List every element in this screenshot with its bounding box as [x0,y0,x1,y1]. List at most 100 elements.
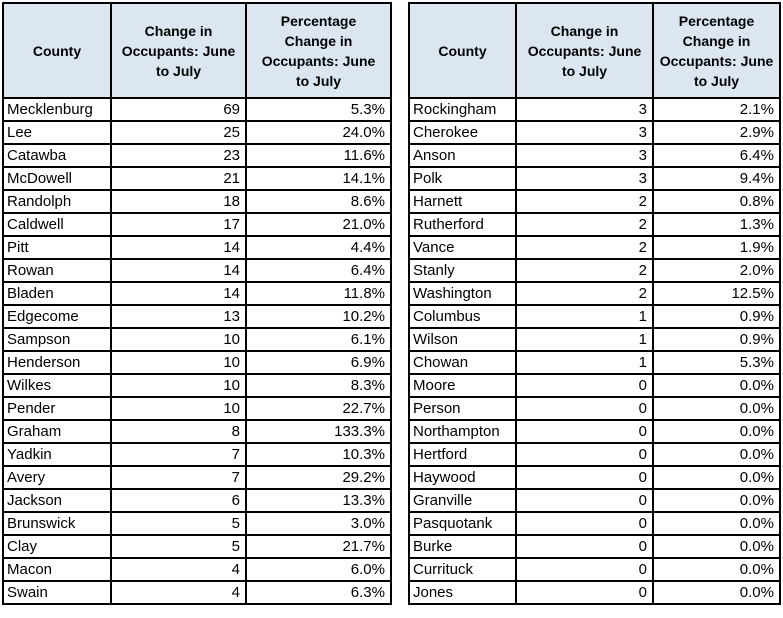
table-row: Pender 10 22.7% [2,396,392,421]
table-row: Jackson 6 13.3% [2,488,392,513]
pct-change-cell: 6.0% [245,557,392,582]
pct-change-cell: 8.6% [245,189,392,214]
table-row: Harnett 2 0.8% [408,189,781,214]
pct-change-cell: 11.8% [245,281,392,306]
county-cell: Burke [408,534,517,559]
table-row: Polk 3 9.4% [408,166,781,191]
pct-change-cell: 8.3% [245,373,392,398]
table-row: Burke 0 0.0% [408,534,781,559]
county-cell: Yadkin [2,442,112,467]
county-cell: Henderson [2,350,112,375]
county-cell: Avery [2,465,112,490]
county-cell: Rutherford [408,212,517,237]
pct-change-cell: 0.8% [652,189,781,214]
pct-change-cell: 10.2% [245,304,392,329]
pct-change-cell: 5.3% [652,350,781,375]
change-cell: 2 [515,235,654,260]
county-cell: Anson [408,143,517,168]
change-cell: 13 [110,304,247,329]
county-cell: Bladen [2,281,112,306]
change-cell: 7 [110,465,247,490]
county-cell: Sampson [2,327,112,352]
pct-change-cell: 0.9% [652,327,781,352]
change-cell: 25 [110,120,247,145]
column-header-pct-change: Percentage Change in Occupants: June to … [652,2,781,99]
column-header-change: Change in Occupants: June to July [515,2,654,99]
pct-change-cell: 2.9% [652,120,781,145]
change-cell: 18 [110,189,247,214]
county-cell: Macon [2,557,112,582]
pct-change-cell: 12.5% [652,281,781,306]
change-cell: 0 [515,557,654,582]
pct-change-cell: 1.3% [652,212,781,237]
county-cell: Polk [408,166,517,191]
change-cell: 5 [110,511,247,536]
change-cell: 23 [110,143,247,168]
table-row: Wilson 1 0.9% [408,327,781,352]
change-cell: 2 [515,212,654,237]
header-row: County Change in Occupants: June to July… [2,2,392,99]
table-row: Swain 4 6.3% [2,580,392,605]
pct-change-cell: 6.9% [245,350,392,375]
table-row: Columbus 1 0.9% [408,304,781,329]
county-change-table-left: County Change in Occupants: June to July… [2,2,392,605]
county-cell: McDowell [2,166,112,191]
change-cell: 2 [515,258,654,283]
pct-change-cell: 0.0% [652,511,781,536]
change-cell: 10 [110,350,247,375]
pct-change-cell: 6.1% [245,327,392,352]
county-cell: Wilkes [2,373,112,398]
pct-change-cell: 29.2% [245,465,392,490]
county-cell: Pender [2,396,112,421]
county-cell: Graham [2,419,112,444]
pct-change-cell: 0.0% [652,534,781,559]
column-header-change: Change in Occupants: June to July [110,2,247,99]
county-cell: Swain [2,580,112,605]
pct-change-cell: 10.3% [245,442,392,467]
pct-change-cell: 0.0% [652,373,781,398]
table-row: Anson 3 6.4% [408,143,781,168]
change-cell: 14 [110,258,247,283]
change-cell: 69 [110,97,247,122]
table-body: Mecklenburg 69 5.3% Lee 25 24.0% Catawba 23 11.6… [2,97,392,605]
pct-change-cell: 1.9% [652,235,781,260]
pct-change-cell: 24.0% [245,120,392,145]
table-row: Avery 7 29.2% [2,465,392,490]
pct-change-cell: 2.0% [652,258,781,283]
county-cell: Jackson [2,488,112,513]
county-cell: Catawba [2,143,112,168]
table-row: Sampson 10 6.1% [2,327,392,352]
county-cell: Washington [408,281,517,306]
pct-change-cell: 0.0% [652,465,781,490]
county-cell: Edgecome [2,304,112,329]
county-cell: Northampton [408,419,517,444]
table-row: Stanly 2 2.0% [408,258,781,283]
change-cell: 10 [110,327,247,352]
table-row: Graham 8 133.3% [2,419,392,444]
table-row: McDowell 21 14.1% [2,166,392,191]
table-row: Catawba 23 11.6% [2,143,392,168]
county-cell: Stanly [408,258,517,283]
table-row: Currituck 0 0.0% [408,557,781,582]
pct-change-cell: 13.3% [245,488,392,513]
table-row: Washington 2 12.5% [408,281,781,306]
table-row: Edgecome 13 10.2% [2,304,392,329]
change-cell: 4 [110,580,247,605]
change-cell: 2 [515,189,654,214]
table-row: Moore 0 0.0% [408,373,781,398]
change-cell: 0 [515,488,654,513]
table-row: Mecklenburg 69 5.3% [2,97,392,122]
table-row: Clay 5 21.7% [2,534,392,559]
table-row: Northampton 0 0.0% [408,419,781,444]
county-cell: Chowan [408,350,517,375]
change-cell: 0 [515,442,654,467]
change-cell: 14 [110,235,247,260]
change-cell: 1 [515,327,654,352]
pct-change-cell: 0.0% [652,488,781,513]
table-header: County Change in Occupants: June to July… [2,2,392,99]
county-change-table-right: County Change in Occupants: June to July… [408,2,781,605]
table-row: Wilkes 10 8.3% [2,373,392,398]
change-cell: 2 [515,281,654,306]
table-row: Pitt 14 4.4% [2,235,392,260]
county-cell: Clay [2,534,112,559]
